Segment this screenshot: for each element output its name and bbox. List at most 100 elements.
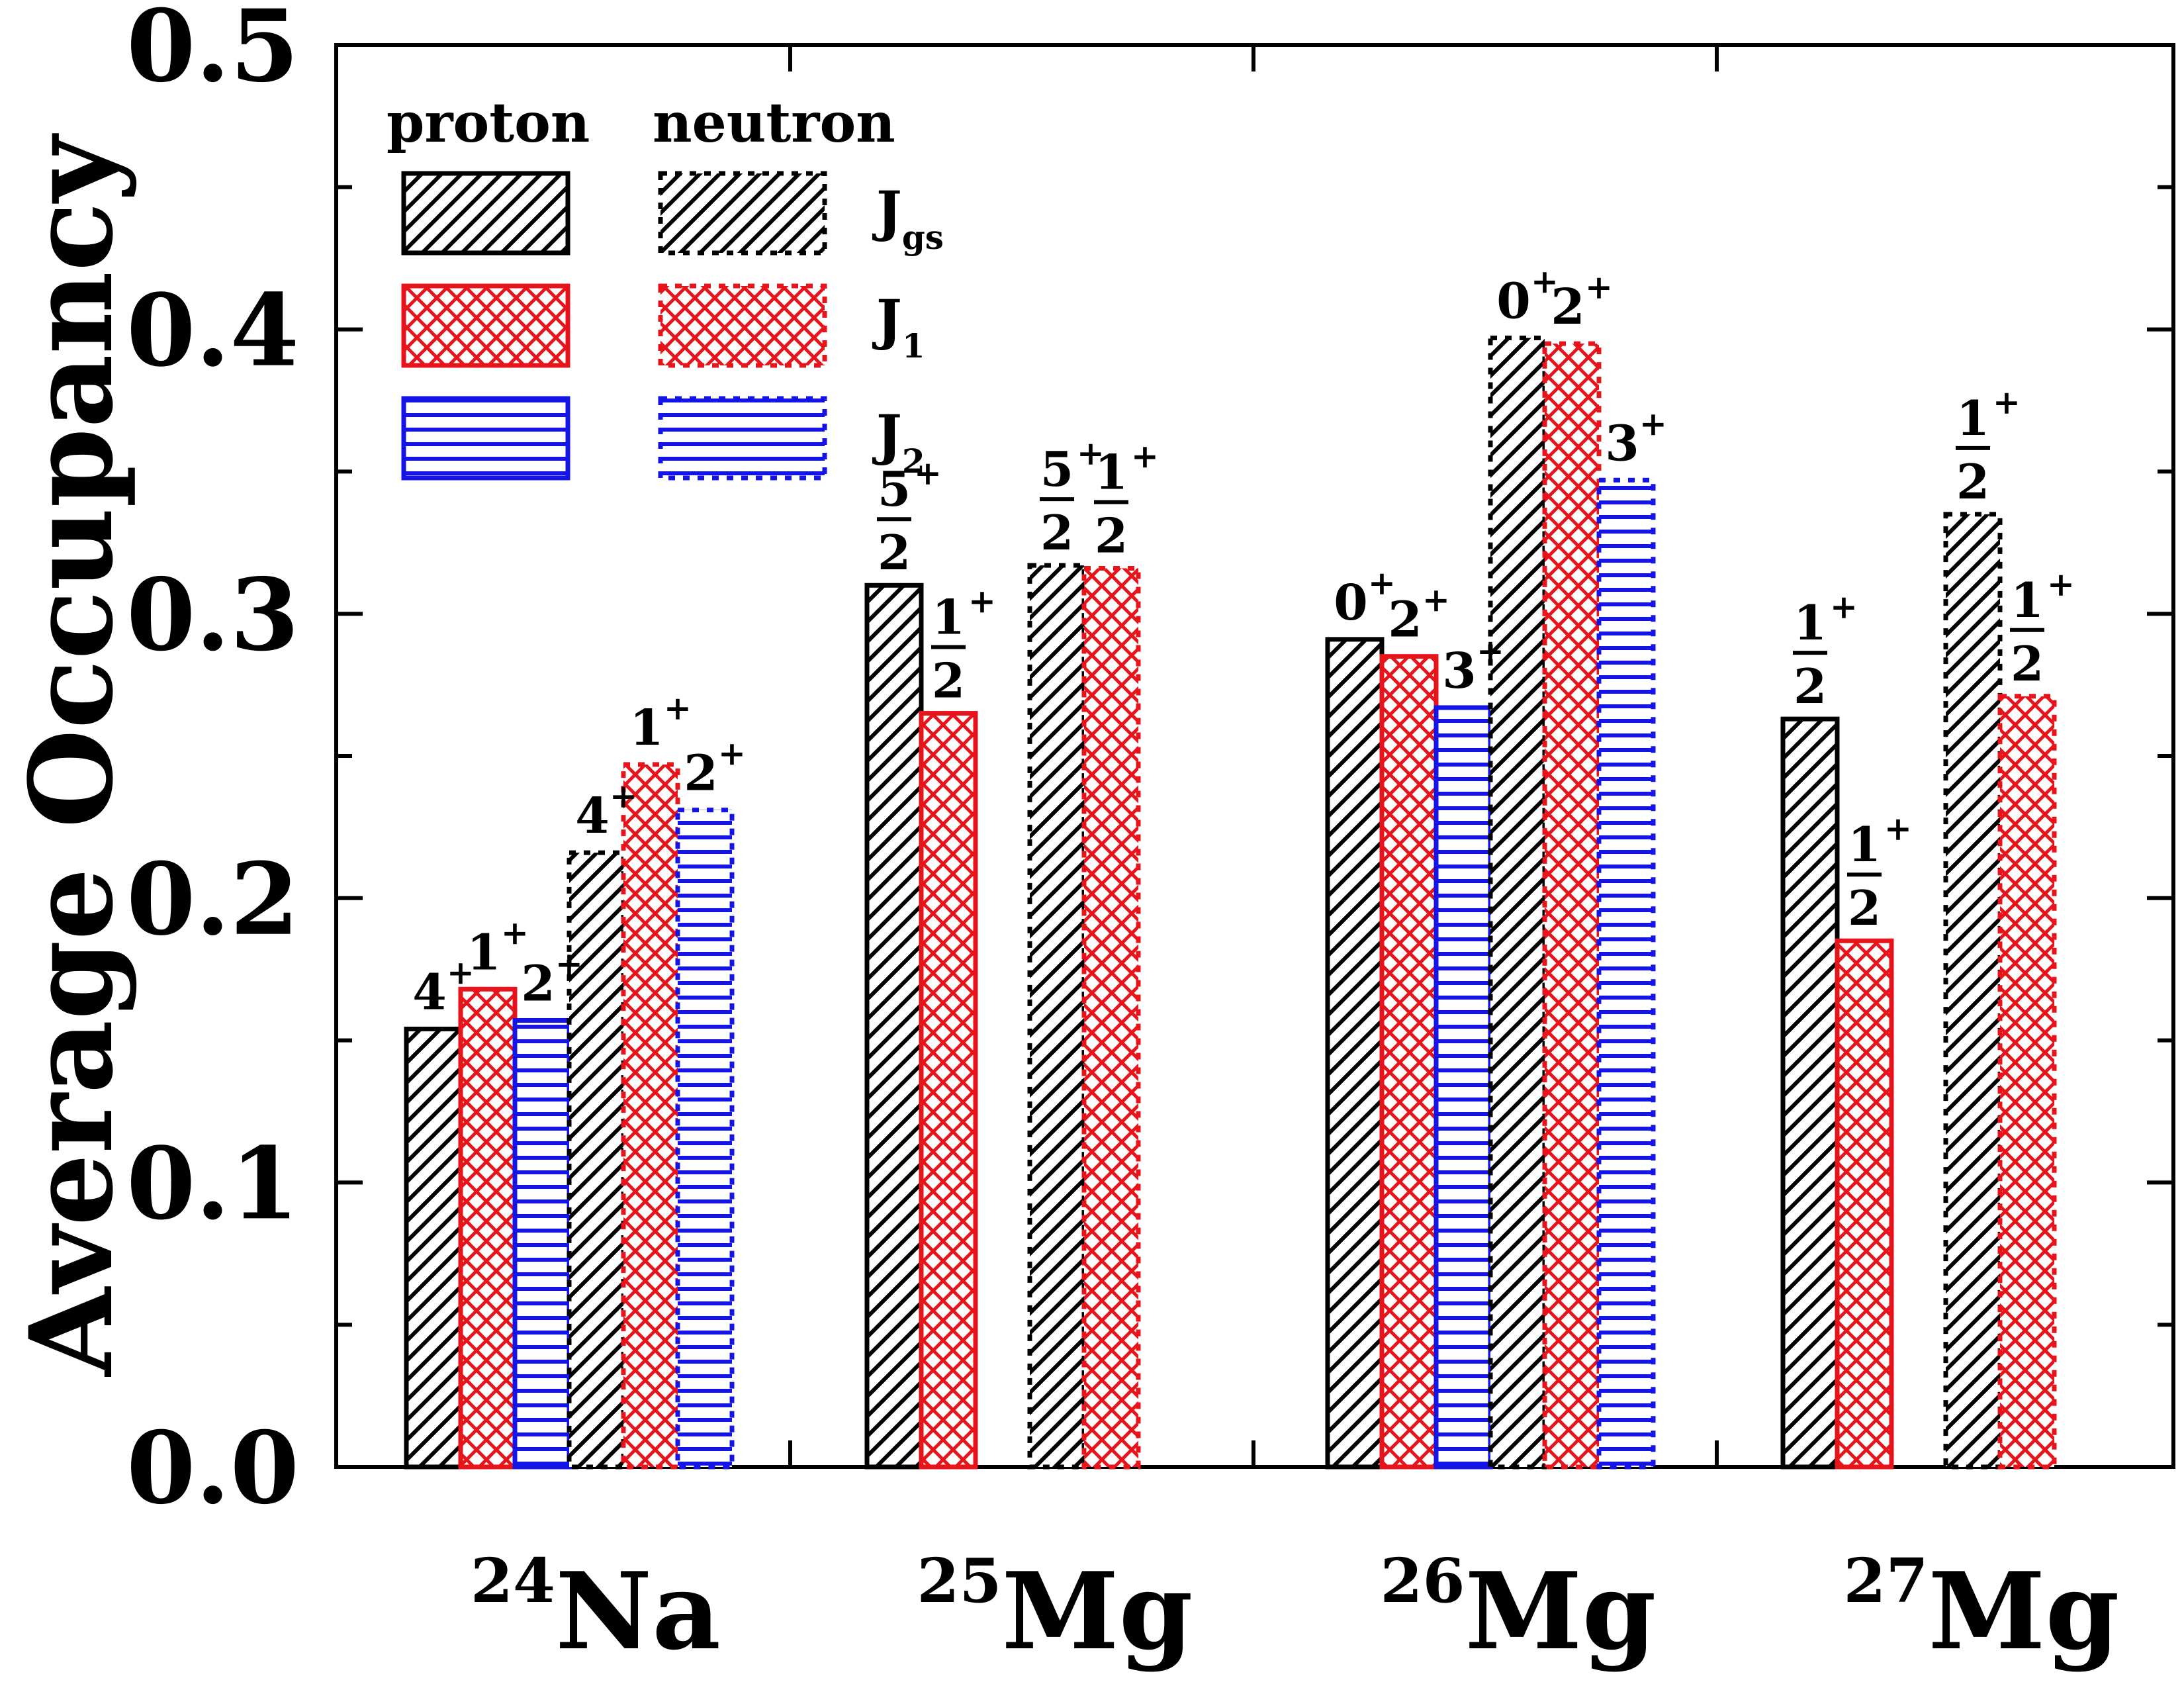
spin-value: 4 — [575, 788, 610, 845]
parity-sign: + — [664, 688, 692, 727]
spin-value: 3 — [1442, 643, 1477, 700]
spin-denominator: 2 — [932, 653, 965, 709]
legend-neutron-j1-swatch — [658, 283, 827, 368]
legend-neutron-jgs-swatch — [658, 171, 827, 256]
spin-numerator: 1 — [1095, 444, 1128, 500]
y-tick-label: 0.5 — [126, 0, 299, 105]
parity-sign: + — [914, 453, 942, 492]
legend-j2-label: J2 — [872, 404, 925, 481]
spin-numerator: 1 — [932, 589, 965, 645]
spin-numerator: 1 — [2011, 572, 2044, 628]
x-category-labels: 24Na 25Mg 26Mg 27Mg — [471, 1545, 2119, 1673]
legend-proton-j1-swatch — [401, 283, 570, 368]
parity-sign: + — [1077, 434, 1105, 473]
spin-parity-label: 2 + — [1551, 267, 1613, 336]
bars — [404, 335, 2057, 1470]
bar-proton-j1-26mg — [1379, 654, 1439, 1470]
spin-value: 1 — [629, 700, 664, 757]
spin-value: 0 — [1496, 273, 1531, 330]
bar-neutron-j1-25mg — [1081, 565, 1141, 1470]
y-tick-labels: 0.0 0.1 0.2 0.3 0.4 0.5 — [126, 0, 299, 1526]
spin-parity-label: 2 + — [1388, 581, 1450, 649]
spin-numerator: 5 — [1040, 441, 1073, 497]
spin-parity-label: 0 + — [1496, 261, 1559, 330]
parity-sign: + — [555, 945, 583, 984]
spin-denominator: 2 — [1095, 507, 1128, 563]
spin-value: 1 — [467, 924, 501, 981]
y-tick-label: 0.4 — [126, 273, 299, 389]
bar-proton-j2-24na — [512, 1018, 572, 1470]
spin-value: 2 — [1388, 592, 1422, 649]
bar-proton-j1-27mg — [1835, 938, 1894, 1470]
bar-proton-jgs-25mg — [864, 583, 924, 1470]
spin-parity-label: 2 5 + — [877, 453, 942, 581]
parity-sign: + — [1993, 383, 2021, 422]
spin-denominator: 2 — [2011, 635, 2044, 692]
legend-proton-j2-swatch — [401, 396, 570, 481]
spin-value: 2 — [684, 745, 718, 802]
spin-parity-label: 4 + — [412, 953, 475, 1021]
x-label-26mg: 26Mg — [1380, 1545, 1656, 1673]
legend-proton-header: proton — [387, 91, 590, 155]
x-label-24na: 24Na — [471, 1545, 721, 1673]
legend-neutron-j2-swatch — [658, 396, 827, 481]
bar-neutron-jgs-26mg — [1488, 335, 1547, 1470]
spin-denominator: 2 — [1040, 504, 1073, 561]
parity-sign: + — [447, 953, 475, 992]
spin-value: 0 — [1334, 575, 1368, 632]
spin-parity-label: 1 + — [467, 913, 529, 981]
parity-sign: + — [1422, 581, 1450, 620]
x-label-27mg: 27Mg — [1843, 1545, 2119, 1673]
bar-neutron-j1-24na — [621, 762, 680, 1470]
parity-sign: + — [718, 734, 746, 773]
spin-denominator: 2 — [1794, 658, 1827, 714]
parity-sign: + — [1830, 587, 1858, 626]
x-label-25mg: 25Mg — [917, 1545, 1193, 1673]
spin-parity-label: 3 + — [1605, 404, 1667, 472]
spin-parity-label: 4 + — [575, 776, 637, 845]
parity-sign: + — [1639, 404, 1667, 443]
y-axis-label: Average Occupancy — [4, 132, 138, 1377]
parity-sign: + — [1477, 632, 1504, 671]
parity-sign: + — [1131, 436, 1159, 475]
spin-parity-label: 2 1 + — [2010, 565, 2075, 692]
spin-value: 2 — [521, 956, 555, 1013]
spin-denominator: 2 — [878, 524, 911, 581]
bar-proton-j1-24na — [458, 986, 518, 1470]
bar-neutron-jgs-27mg — [1943, 512, 2003, 1470]
bar-proton-jgs-26mg — [1325, 637, 1385, 1470]
parity-sign: + — [968, 582, 996, 621]
spin-parity-label: 0 + — [1334, 563, 1396, 632]
bar-spin-labels: 4 +25 +0 +21 +1 +21 +2 +21 +2 +3 +4 +25 +0 +21 +1 +21 +2… — [412, 261, 2075, 1021]
bar-proton-j1-25mg — [919, 711, 978, 1470]
spin-value: 4 — [412, 964, 447, 1021]
bar-proton-jgs-27mg — [1780, 716, 1840, 1470]
spin-numerator: 1 — [1956, 390, 1989, 446]
spin-numerator: 1 — [1848, 816, 1881, 872]
legend-neutron-header: neutron — [653, 91, 895, 155]
bar-neutron-j2-24na — [675, 808, 735, 1470]
y-tick-label: 0.3 — [126, 557, 299, 673]
spin-parity-label: 2 1 + — [1094, 436, 1159, 563]
bar-neutron-j2-26mg — [1596, 477, 1656, 1470]
spin-denominator: 2 — [1848, 880, 1881, 936]
spin-parity-label: 2 1 + — [1793, 587, 1858, 714]
bar-neutron-jgs-24na — [567, 850, 626, 1470]
parity-sign: + — [1585, 267, 1613, 306]
spin-parity-label: 2 5 + — [1040, 434, 1105, 561]
bar-proton-j2-26mg — [1433, 705, 1493, 1470]
spin-parity-label: 2 + — [521, 945, 583, 1013]
spin-parity-label: 2 1 + — [1847, 809, 1912, 936]
bar-proton-jgs-24na — [404, 1026, 463, 1470]
spin-numerator: 5 — [878, 461, 911, 517]
spin-value: 3 — [1605, 415, 1639, 472]
y-tick-label: 0.2 — [126, 841, 299, 958]
y-tick-label: 0.0 — [126, 1410, 299, 1526]
parity-sign: + — [1884, 809, 1912, 848]
spin-parity-label: 2 1 + — [1956, 383, 2021, 510]
parity-sign: + — [1531, 261, 1559, 301]
axis-ticks — [336, 43, 2173, 1469]
spin-numerator: 1 — [1794, 594, 1827, 651]
legend-proton-jgs-swatch — [401, 171, 570, 256]
spin-denominator: 2 — [1956, 453, 1989, 510]
